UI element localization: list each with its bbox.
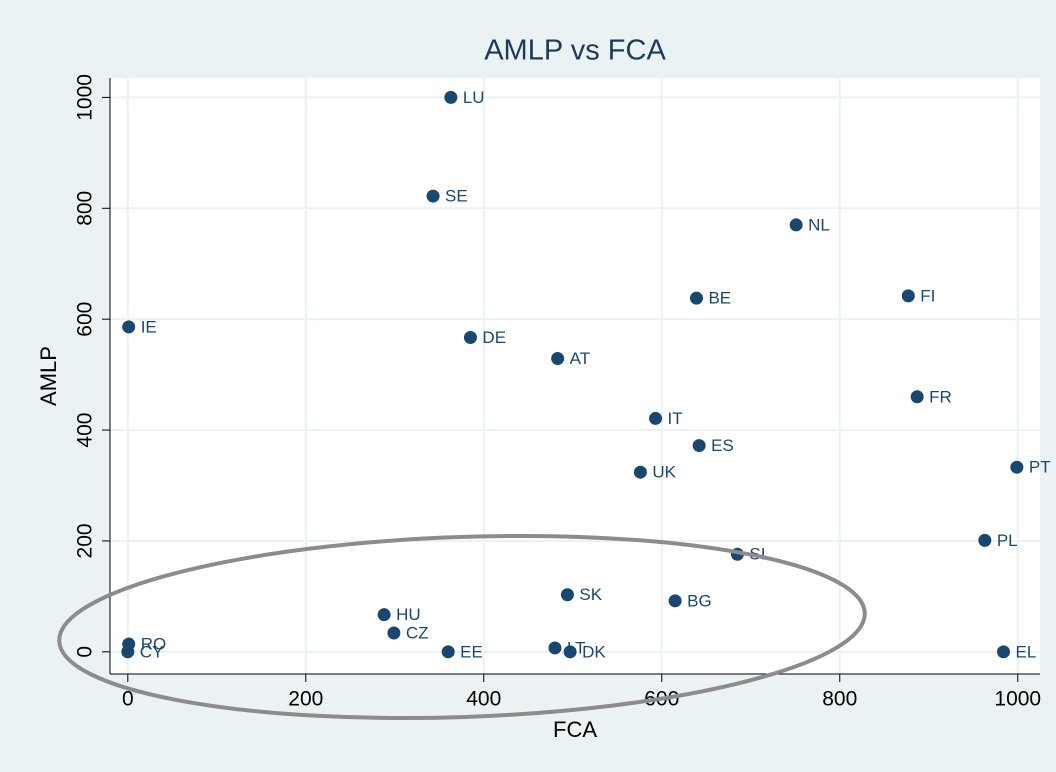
x-tick-label: 400 [466,688,501,711]
point-label: RO [141,635,167,654]
point [668,594,682,608]
point-label: PL [997,531,1018,550]
highlight-ellipse [57,533,867,721]
x-tick-label: 1000 [994,688,1041,711]
point [121,645,135,659]
point-label: SK [579,585,602,604]
point [689,291,703,305]
point-label: IT [668,409,683,428]
point [122,320,136,334]
point-label: HU [396,605,421,624]
point-label: LU [463,88,485,107]
x-tick-label: 800 [822,688,857,711]
point [560,588,574,602]
point-label: EE [460,642,483,661]
point [426,189,440,203]
point-label: DE [482,328,506,347]
y-tick-label: 400 [74,413,97,448]
point [1010,460,1024,474]
y-axis-label: AMLP [36,346,61,406]
chart-title: AMLP vs FCA [484,35,666,67]
point-label: UK [652,463,676,482]
point [978,533,992,547]
point-label: BE [708,289,731,308]
y-tick-label: 1000 [74,74,97,121]
point-label: ES [711,436,734,455]
y-tick-label: 600 [74,302,97,337]
point [563,645,577,659]
point [441,645,455,659]
point [444,90,458,104]
point-label: PT [1029,458,1051,477]
point [551,352,565,366]
point [463,330,477,344]
point [387,626,401,640]
point [910,390,924,404]
point-label: NL [808,215,830,234]
point [692,439,706,453]
point [901,289,915,303]
point [789,218,803,232]
point [377,608,391,622]
y-tick-label: 0 [74,646,97,658]
point-label: EL [1016,642,1037,661]
point [649,411,663,425]
point-label: BG [687,591,712,610]
point-label: FI [920,286,935,305]
point-label: CY [140,642,164,661]
point [548,641,562,655]
point-label: IE [141,317,157,336]
point-label: SE [445,187,468,206]
plot-area [110,78,1040,674]
x-tick-label: 0 [122,688,134,711]
x-tick-label: 200 [288,688,323,711]
y-tick-label: 800 [74,191,97,226]
point-label: DK [582,642,606,661]
point-label: FR [929,387,952,406]
y-tick-label: 200 [74,523,97,558]
x-axis-label: FCA [553,717,597,742]
point-label: CZ [406,623,429,642]
point [997,645,1011,659]
point [633,465,647,479]
point-label: AT [570,349,590,368]
